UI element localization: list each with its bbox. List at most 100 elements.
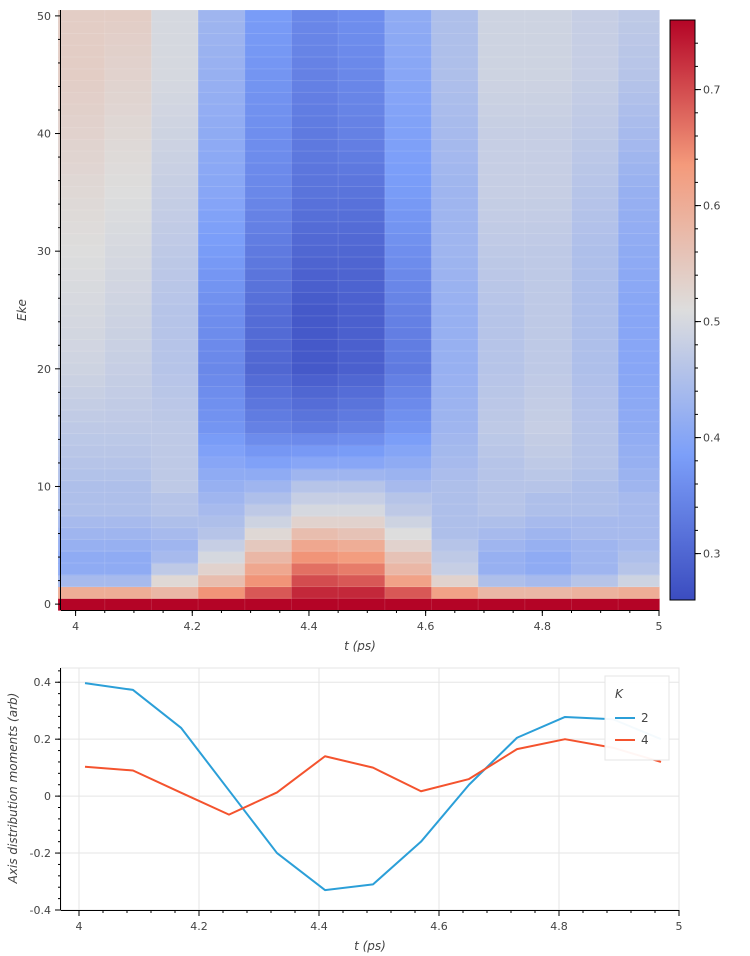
heatmap-cell [58, 433, 106, 446]
heatmap-cell [384, 10, 433, 23]
heatmap-cell [618, 339, 660, 352]
heatmap-cell [618, 504, 660, 517]
heatmap-cell [244, 57, 293, 70]
heatmap-cell [198, 233, 246, 246]
heatmap-cell [618, 104, 660, 117]
heatmap-cell [478, 327, 526, 341]
heatmap-cell [198, 551, 246, 564]
heatmap-cell [384, 80, 433, 93]
heatmap-cell [58, 598, 106, 611]
heatmap-cell [431, 68, 479, 82]
heatmap-cell [338, 480, 386, 493]
heatmap-cell [384, 445, 433, 458]
heatmap-cell [431, 445, 479, 458]
heatmap-cell [618, 245, 660, 258]
heatmap-cell [478, 45, 526, 58]
heatmap-cell [151, 21, 199, 35]
heatmap-cell [338, 539, 386, 552]
heatmap-cell [104, 21, 153, 35]
heatmap-cell [431, 80, 479, 93]
heatmap-cell [618, 162, 660, 176]
heatmap-cell [524, 115, 573, 129]
heatmap-cell [478, 292, 526, 305]
heatmap-cell [618, 433, 660, 446]
heatmap-cell [58, 221, 106, 235]
heatmap-cell [151, 233, 199, 246]
heatmap-cell [104, 386, 153, 399]
heatmap-cell [244, 280, 293, 293]
heatmap-cell [384, 574, 433, 588]
heatmap-cell [244, 398, 293, 411]
heatmap-cell [338, 457, 386, 470]
heatmap-cell [244, 10, 293, 23]
heatmap-cell [384, 374, 433, 388]
heatmap-cell [291, 233, 339, 246]
heatmap-cell [524, 586, 573, 599]
heatmap-cell [58, 104, 106, 117]
heatmap-cell [291, 539, 339, 552]
heatmap-cell [58, 68, 106, 82]
heatmap-cell [104, 492, 153, 505]
heatmap-cell [291, 92, 339, 105]
heatmap-cell [524, 339, 573, 352]
heatmap-cell [151, 292, 199, 305]
heatmap-cell [244, 433, 293, 446]
heatmap-cell [338, 221, 386, 235]
heatmap-cell [244, 210, 293, 223]
heatmap-cell [431, 198, 479, 211]
heatmap-cell [151, 151, 199, 164]
heatmap-cell [384, 527, 433, 541]
heatmap-cell [244, 468, 293, 482]
heatmap-cell [571, 10, 619, 23]
heatmap-cell [338, 504, 386, 517]
heatmap-cell [198, 362, 246, 376]
heatmap-cell [384, 151, 433, 164]
heatmap-cell [104, 515, 153, 529]
heatmap-cell [431, 233, 479, 246]
heatmap-cell [571, 386, 619, 399]
heatmap-cell [618, 527, 660, 541]
heatmap-cell [571, 210, 619, 223]
y-tick-label: 50 [37, 10, 51, 23]
x-tick-label: 4.4 [310, 920, 328, 933]
heatmap-cell [244, 410, 293, 423]
heatmap-cell [244, 174, 293, 188]
heatmap-cell [571, 457, 619, 470]
heatmap-cell [478, 280, 526, 293]
heatmap-cell [244, 21, 293, 35]
heatmap-cell [291, 57, 339, 70]
heatmap-cell [244, 186, 293, 199]
heatmap-cell [291, 598, 339, 611]
heatmap-cell [151, 104, 199, 117]
heatmap-cell [478, 433, 526, 446]
heatmap-cell [58, 562, 106, 576]
heatmap-cell [431, 127, 479, 141]
heatmap-cell [198, 57, 246, 70]
heatmap-cell [384, 33, 433, 46]
heatmap-cell [244, 598, 293, 611]
heatmap-cell [618, 45, 660, 58]
heatmap-cell [384, 339, 433, 352]
colorbar: 0.3 0.4 0.5 0.6 0.7 [669, 19, 721, 601]
heatmap-cell [58, 327, 106, 341]
heatmap-cell [618, 598, 660, 611]
heatmap-cell [384, 174, 433, 188]
heatmap-cell [291, 221, 339, 235]
heatmap-cell [244, 245, 293, 258]
heatmap-cell [384, 598, 433, 611]
heatmap-cell [618, 174, 660, 188]
colorbar-bar [669, 19, 696, 601]
heatmap-cell [338, 104, 386, 117]
heatmap-cell [384, 92, 433, 105]
legend-title: K [615, 687, 624, 701]
heatmap-cell [198, 468, 246, 482]
heatmap-cell [571, 151, 619, 164]
heatmap-cell [384, 551, 433, 564]
heatmap-cell [338, 233, 386, 246]
heatmap-cell [338, 551, 386, 564]
heatmap-cell [338, 80, 386, 93]
heatmap-cell [291, 586, 339, 599]
x-tick-label: 4.2 [190, 920, 208, 933]
heatmap-cell [58, 457, 106, 470]
heatmap-cell [618, 562, 660, 576]
